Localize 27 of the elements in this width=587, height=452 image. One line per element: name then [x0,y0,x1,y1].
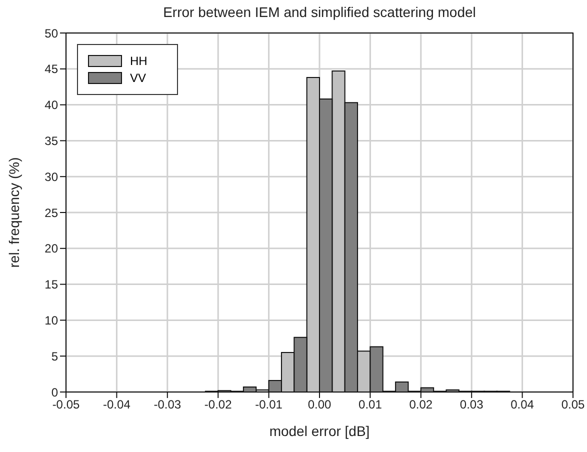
x-tick-label: -0.01 [255,398,283,412]
legend-label: VV [130,71,146,85]
legend-label: HH [130,54,148,68]
y-tick-label: 0 [51,385,58,400]
y-axis-title: rel. frequency (%) [6,157,22,268]
x-axis-title: model error [dB] [269,423,370,439]
y-tick-label: 5 [51,349,58,364]
y-tick-label: 40 [44,98,58,112]
y-tick-label: 45 [44,62,58,76]
x-tick-label: -0.04 [103,398,131,412]
x-tick-label: 0.05 [561,398,585,412]
x-tick-label: -0.03 [154,398,182,412]
y-tick-label: 10 [44,313,58,328]
x-tick-label: 0.04 [510,398,534,412]
y-tick-label: 35 [44,134,58,148]
y-tick-label: 20 [44,242,58,256]
x-tick-label: -0.05 [52,398,80,412]
y-tick-label: 50 [44,26,58,40]
x-tick-label: 0.01 [358,398,382,412]
x-tick-label: 0.00 [308,398,332,412]
y-tick-label: 25 [44,206,58,220]
chart-title: Error between IEM and simplified scattering model [162,4,477,20]
y-tick-label: 30 [44,170,58,184]
x-tick-label: -0.02 [204,398,232,412]
y-tick-label: 15 [44,278,58,292]
x-tick-label: 0.03 [460,398,484,412]
x-tick-label: 0.02 [409,398,433,412]
